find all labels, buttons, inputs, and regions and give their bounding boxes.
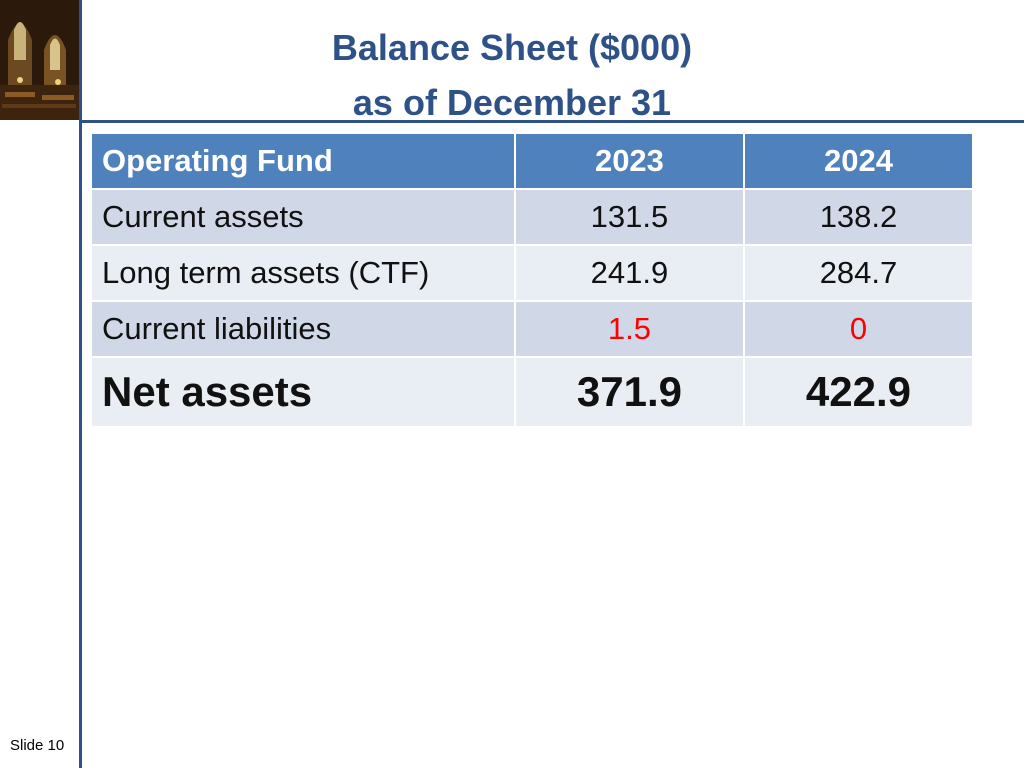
value-2024: 0 <box>744 302 972 356</box>
value-2023: 131.5 <box>515 190 743 244</box>
column-header-2024: 2024 <box>744 134 972 188</box>
value-2023: 241.9 <box>515 246 743 300</box>
table-row: Current liabilities 1.5 0 <box>92 302 972 356</box>
row-label: Current assets <box>92 190 514 244</box>
row-label: Current liabilities <box>92 302 514 356</box>
slide-title: Balance Sheet ($000) as of December 31 <box>82 20 942 130</box>
column-header-2023: 2023 <box>515 134 743 188</box>
column-header-fund: Operating Fund <box>92 134 514 188</box>
value-2023: 371.9 <box>515 358 743 426</box>
table-header-row: Operating Fund 2023 2024 <box>92 134 972 188</box>
table-row: Long term assets (CTF) 241.9 284.7 <box>92 246 972 300</box>
table-row: Current assets 131.5 138.2 <box>92 190 972 244</box>
title-line-1: Balance Sheet ($000) <box>331 27 693 68</box>
value-2024: 284.7 <box>744 246 972 300</box>
row-label: Net assets <box>92 358 514 426</box>
value-2024: 138.2 <box>744 190 972 244</box>
row-label: Long term assets (CTF) <box>92 246 514 300</box>
balance-sheet-table: Operating Fund 2023 2024 Current assets … <box>90 132 974 428</box>
table-total-row: Net assets 371.9 422.9 <box>92 358 972 426</box>
slide-number: Slide 10 <box>10 737 65 754</box>
left-divider-line <box>79 0 82 768</box>
value-2024: 422.9 <box>744 358 972 426</box>
title-line-2: as of December 31 <box>352 82 672 123</box>
cathedral-interior-image <box>0 0 79 120</box>
value-2023: 1.5 <box>515 302 743 356</box>
header-divider-line <box>79 120 1024 123</box>
